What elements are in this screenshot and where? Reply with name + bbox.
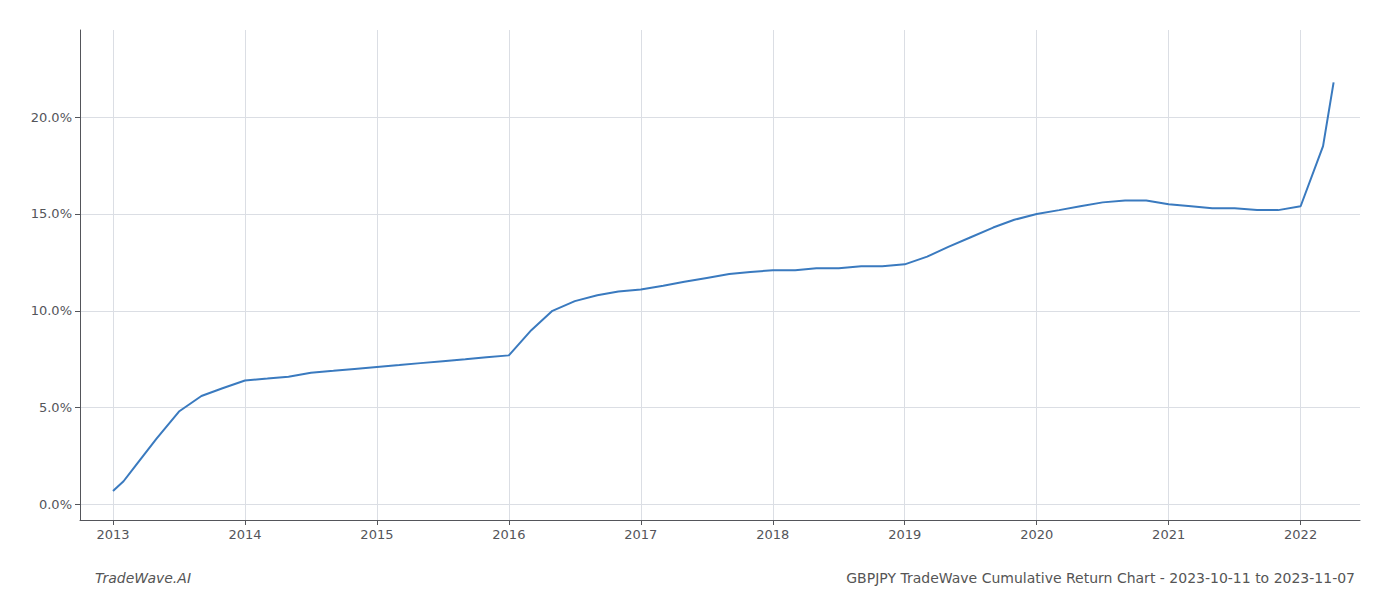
svg-text:0.0%: 0.0%	[39, 497, 72, 512]
svg-text:GBPJPY TradeWave Cumulative Re: GBPJPY TradeWave Cumulative Return Chart…	[846, 570, 1355, 586]
svg-text:2021: 2021	[1152, 527, 1185, 542]
svg-text:20.0%: 20.0%	[31, 110, 72, 125]
svg-text:2015: 2015	[360, 527, 393, 542]
svg-text:5.0%: 5.0%	[39, 400, 72, 415]
svg-text:2018: 2018	[756, 527, 789, 542]
svg-text:2016: 2016	[492, 527, 525, 542]
svg-text:10.0%: 10.0%	[31, 303, 72, 318]
svg-text:2019: 2019	[888, 527, 921, 542]
svg-text:2013: 2013	[96, 527, 129, 542]
svg-text:TradeWave.AI: TradeWave.AI	[95, 570, 191, 586]
svg-text:2017: 2017	[624, 527, 657, 542]
svg-text:2022: 2022	[1284, 527, 1317, 542]
svg-text:2020: 2020	[1020, 527, 1053, 542]
svg-text:2014: 2014	[228, 527, 261, 542]
svg-text:15.0%: 15.0%	[31, 206, 72, 221]
